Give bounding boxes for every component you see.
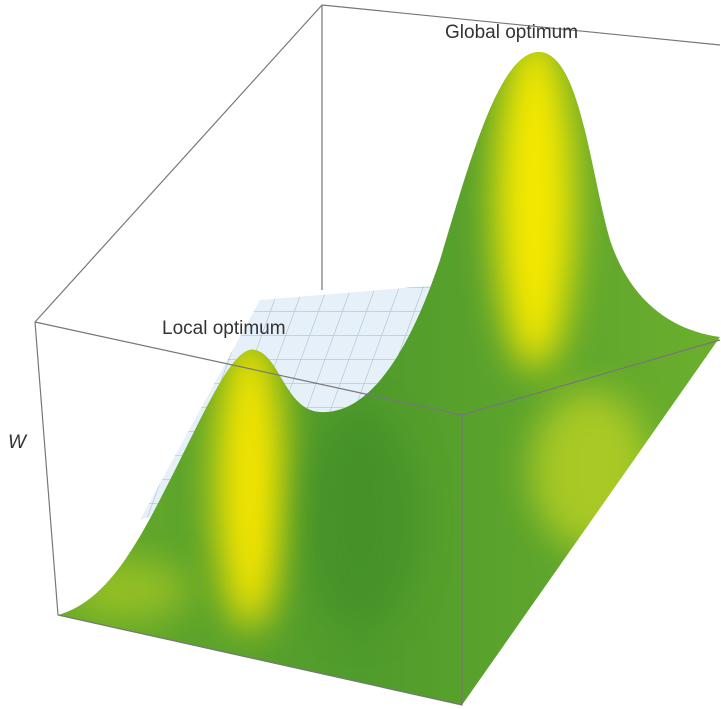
axis-label: W xyxy=(8,432,28,453)
local-label: Local optimum xyxy=(162,318,286,339)
page: Global optimum Local optimum W (() => { … xyxy=(0,0,721,709)
fitness-landscape: Global optimum Local optimum W xyxy=(0,0,721,709)
global-label: Global optimum xyxy=(445,22,578,43)
